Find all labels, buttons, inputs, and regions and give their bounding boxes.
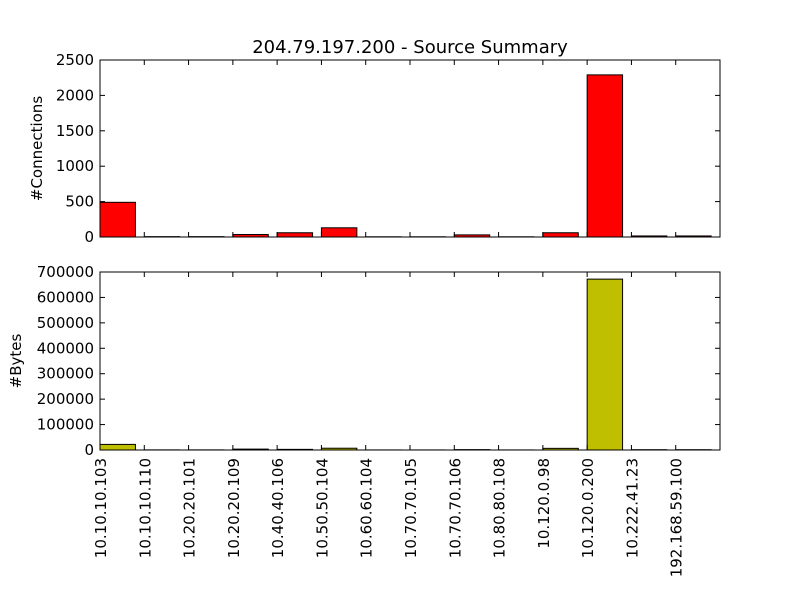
x-tick-label-10.120.0.200: 10.120.0.200 <box>579 458 597 558</box>
x-tick-label-10.40.40.106: 10.40.40.106 <box>269 458 287 558</box>
y-tick-label: 1000 <box>56 157 94 175</box>
y-tick-label: 600000 <box>37 288 94 306</box>
bar-10.120.0.98 <box>542 232 579 238</box>
x-tick-label-10.20.20.101: 10.20.20.101 <box>181 458 199 558</box>
y-tick-label: 0 <box>84 228 94 246</box>
x-tick-label-10.70.70.106: 10.70.70.106 <box>446 458 464 558</box>
y-tick-label: 0 <box>84 441 94 459</box>
y-tick-label: 200000 <box>37 390 94 408</box>
y-tick-label: 1500 <box>56 122 94 140</box>
x-tick-label-10.60.60.104: 10.60.60.104 <box>358 458 376 558</box>
bytes-panel: 0 100000 200000 300000 400000 500000 600000 700… <box>7 263 721 577</box>
x-tick-label-10.222.41.23: 10.222.41.23 <box>623 458 641 558</box>
x-tick-label-10.10.10.110: 10.10.10.110 <box>136 458 154 558</box>
y-tick-label: 300000 <box>37 365 94 383</box>
y-tick-label: 700000 <box>37 263 94 281</box>
x-tick-label-10.120.0.98: 10.120.0.98 <box>535 458 553 549</box>
y-tick-label: 2500 <box>56 51 94 69</box>
x-tick-label-10.70.70.105: 10.70.70.105 <box>402 458 420 558</box>
x-tick-label-10.20.20.109: 10.20.20.109 <box>225 458 243 558</box>
connections-panel: 0 500 1000 1500 2000 2500 #Connections <box>28 51 721 246</box>
y-tick-label: 500000 <box>37 314 94 332</box>
y-tick-label: 2000 <box>56 86 94 104</box>
y-tick-label: 500 <box>65 193 94 211</box>
x-tick-label-192.168.59.100: 192.168.59.100 <box>668 458 686 577</box>
y-tick-label: 100000 <box>37 416 94 434</box>
x-tick-label-10.10.10.103: 10.10.10.103 <box>92 458 110 558</box>
y-axis-label: #Bytes <box>7 333 25 388</box>
x-tick-label-10.50.50.104: 10.50.50.104 <box>313 458 331 558</box>
x-tick-label-10.80.80.108: 10.80.80.108 <box>491 458 509 558</box>
bar-10.120.0.200 <box>586 278 624 451</box>
bar-10.50.50.104 <box>320 227 358 238</box>
y-tick-label: 400000 <box>37 339 94 357</box>
bar-10.120.0.200 <box>586 74 624 238</box>
chart-title: 204.79.197.200 - Source Summary <box>252 37 568 58</box>
y-axis-label: #Connections <box>28 96 46 201</box>
bar-10.40.40.106 <box>276 232 314 238</box>
bar-10.10.10.103 <box>99 201 136 238</box>
bar-10.10.10.103 <box>99 443 136 451</box>
